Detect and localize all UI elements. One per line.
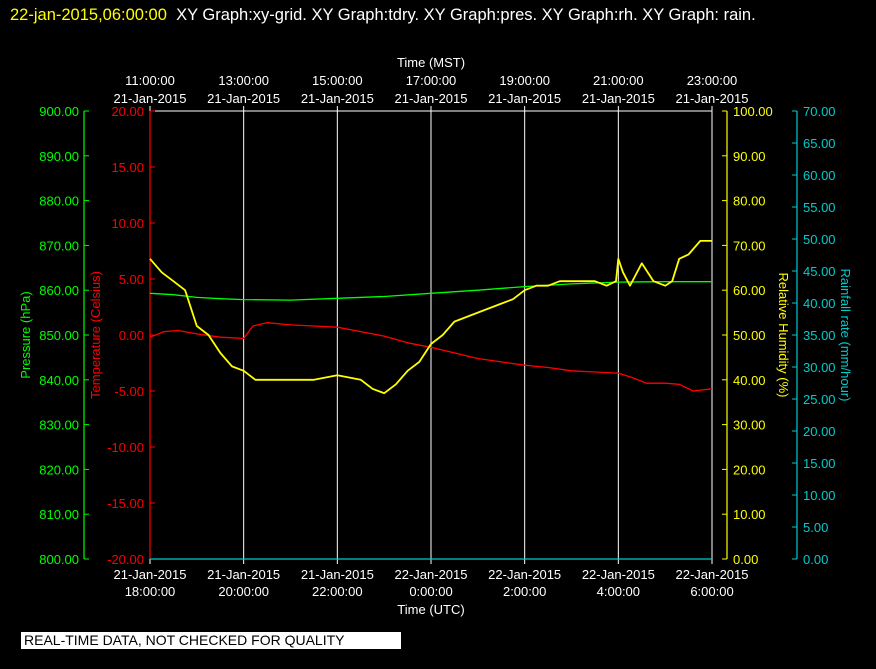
bottom-tick-time: 18:00:00	[125, 584, 176, 599]
pressure-tick-label: 860.00	[39, 283, 79, 298]
rain-tick-label: 0.00	[803, 552, 828, 567]
temperature-tick-label: -10.00	[107, 440, 144, 455]
rain-tick-label: 40.00	[803, 296, 836, 311]
temperature-tick-label: -5.00	[114, 384, 144, 399]
pressure-tick-label: 810.00	[39, 507, 79, 522]
humidity-tick-label: 50.00	[733, 328, 766, 343]
top-tick-time: 11:00:00	[125, 73, 175, 88]
temperature-tick-label: 0.00	[119, 328, 144, 343]
top-tick-date: 21-Jan-2015	[582, 91, 655, 106]
top-tick-date: 21-Jan-2015	[676, 91, 749, 106]
bottom-tick-time: 20:00:00	[218, 584, 269, 599]
rain-tick-label: 55.00	[803, 200, 836, 215]
top-tick-time: 17:00:00	[406, 73, 457, 88]
pressure-tick-label: 870.00	[39, 238, 79, 253]
bottom-tick-date: 21-Jan-2015	[301, 567, 374, 582]
temperature-tick-label: 15.00	[111, 160, 144, 175]
bottom-tick-date: 21-Jan-2015	[207, 567, 280, 582]
timestamp: 22-jan-2015,06:00:00	[10, 6, 167, 24]
rain-tick-label: 10.00	[803, 488, 836, 503]
pressure-tick-label: 900.00	[39, 104, 79, 119]
bottom-tick-time: 6:00:00	[690, 584, 733, 599]
humidity-tick-label: 10.00	[733, 507, 766, 522]
bottom-tick-time: 0:00:00	[409, 584, 452, 599]
top-tick-date: 21-Jan-2015	[114, 91, 187, 106]
top-tick-date: 21-Jan-2015	[395, 91, 468, 106]
humidity-tick-label: 60.00	[733, 283, 766, 298]
rain-tick-label: 30.00	[803, 360, 836, 375]
pressure-tick-label: 850.00	[39, 328, 79, 343]
pressure-tick-label: 800.00	[39, 552, 79, 567]
pressure-tick-label: 820.00	[39, 462, 79, 477]
pressure-tick-label: 880.00	[39, 194, 79, 209]
rain-tick-label: 5.00	[803, 520, 828, 535]
rain-axis-title: Rainfall rate (mm/hour)	[838, 269, 853, 402]
humidity-tick-label: 0.00	[733, 552, 758, 567]
humidity-tick-label: 20.00	[733, 462, 766, 477]
top-axis-title: Time (MST)	[397, 55, 465, 70]
bottom-tick-time: 22:00:00	[312, 584, 363, 599]
top-tick-date: 21-Jan-2015	[301, 91, 374, 106]
graph-list: XY Graph:xy-grid. XY Graph:tdry. XY Grap…	[176, 6, 756, 24]
top-tick-date: 21-Jan-2015	[207, 91, 280, 106]
bottom-tick-date: 21-Jan-2015	[114, 567, 187, 582]
humidity-series-line	[149, 239, 712, 395]
rain-tick-label: 25.00	[803, 392, 836, 407]
bottom-tick-date: 22-Jan-2015	[676, 567, 749, 582]
bottom-tick-time: 2:00:00	[503, 584, 546, 599]
top-tick-time: 19:00:00	[499, 73, 550, 88]
bottom-tick-date: 22-Jan-2015	[488, 567, 561, 582]
top-tick-time: 21:00:00	[593, 73, 644, 88]
quality-disclaimer: REAL-TIME DATA, NOT CHECKED FOR QUALITY	[21, 632, 401, 649]
rain-tick-label: 65.00	[803, 136, 836, 151]
bottom-axis-title: Time (UTC)	[397, 602, 464, 617]
rain-tick-label: 70.00	[803, 104, 836, 119]
rain-tick-label: 35.00	[803, 328, 836, 343]
temperature-axis-title: Temperature (Celsius)	[88, 271, 103, 399]
temperature-series-line	[149, 322, 713, 392]
pressure-tick-label: 830.00	[39, 418, 79, 433]
humidity-tick-label: 40.00	[733, 373, 766, 388]
top-tick-date: 21-Jan-2015	[488, 91, 561, 106]
temperature-tick-label: 10.00	[111, 216, 144, 231]
humidity-tick-label: 100.00	[733, 104, 773, 119]
temperature-tick-label: -20.00	[107, 552, 144, 567]
pressure-series-line	[149, 281, 712, 301]
pressure-tick-label: 840.00	[39, 373, 79, 388]
top-tick-time: 15:00:00	[312, 73, 363, 88]
rain-tick-label: 20.00	[803, 424, 836, 439]
pressure-axis-title: Pressure (hPa)	[18, 291, 33, 378]
bottom-tick-time: 4:00:00	[597, 584, 640, 599]
temperature-tick-label: 5.00	[119, 272, 144, 287]
humidity-tick-label: 70.00	[733, 238, 766, 253]
humidity-tick-label: 30.00	[733, 418, 766, 433]
pressure-tick-label: 890.00	[39, 149, 79, 164]
top-tick-time: 23:00:00	[687, 73, 738, 88]
bottom-tick-date: 22-Jan-2015	[395, 567, 468, 582]
chart-title: 22-jan-2015,06:00:00 XY Graph:xy-grid. X…	[10, 1, 868, 30]
rain-tick-label: 45.00	[803, 264, 836, 279]
humidity-tick-label: 90.00	[733, 149, 766, 164]
rain-tick-label: 15.00	[803, 456, 836, 471]
top-tick-time: 13:00:00	[218, 73, 269, 88]
temperature-tick-label: -15.00	[107, 496, 144, 511]
bottom-tick-date: 22-Jan-2015	[582, 567, 655, 582]
humidity-tick-label: 80.00	[733, 194, 766, 209]
rain-tick-label: 60.00	[803, 168, 836, 183]
temperature-tick-label: 20.00	[111, 104, 144, 119]
humidity-axis-title: Relative Humidity (%)	[776, 273, 791, 398]
rain-tick-label: 50.00	[803, 232, 836, 247]
